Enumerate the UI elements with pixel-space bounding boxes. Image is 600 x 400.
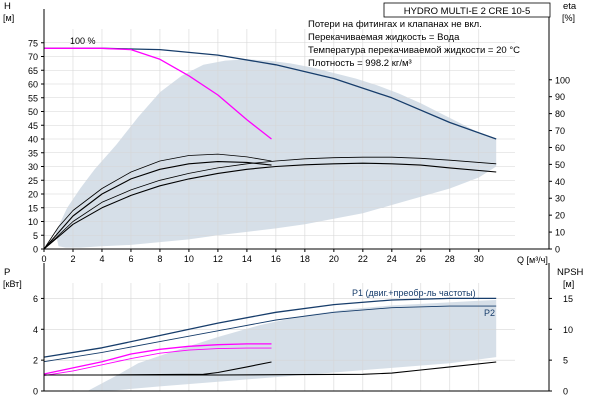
x-tick-label: 2	[70, 254, 75, 264]
top-right-axis-label-symbol: eta	[563, 1, 577, 12]
left-tick-label: 25	[28, 176, 38, 186]
right-tick-label: 10	[555, 228, 565, 238]
right-tick-label: 100	[555, 75, 570, 85]
x-tick-label: 12	[213, 254, 223, 264]
left-tick-label: 65	[28, 66, 38, 76]
bottom-left-axis-label-symbol: P	[4, 267, 10, 278]
left-tick-label: 0	[33, 245, 38, 255]
bottom-operating-range-area	[87, 300, 497, 391]
bottom-right-axis-label-symbol: NPSH	[557, 267, 584, 278]
right-tick-label: 70	[555, 126, 565, 136]
right-tick-label: 10	[563, 325, 573, 335]
legend-p2: P2	[484, 308, 495, 318]
right-tick-label: 0	[555, 245, 560, 255]
bottom-left-axis-label-unit: [кВт]	[3, 279, 22, 289]
left-tick-label: 6	[33, 294, 38, 304]
x-tick-label: 30	[474, 254, 484, 264]
curve-eta-b	[43, 153, 272, 250]
left-tick-label: 4	[33, 325, 38, 335]
operating-range-envelope	[87, 300, 497, 391]
x-tick-label: 18	[300, 254, 310, 264]
right-tick-label: 30	[555, 194, 565, 204]
legend-p1: P1 (двиг.+преобр-ль частоты)	[352, 288, 476, 298]
curve-p1-max	[43, 297, 497, 358]
left-tick-label: 40	[28, 135, 38, 145]
curve-eta-d	[43, 156, 497, 250]
top-axes: 0510152025303540455055606570750102030405…	[28, 9, 570, 264]
x-tick-label: 4	[99, 254, 104, 264]
x-tick-label: 22	[358, 254, 368, 264]
x-tick-label: 0	[41, 254, 46, 264]
top-left-axis-label-symbol: H	[4, 1, 11, 12]
left-tick-label: 10	[28, 217, 38, 227]
left-tick-label: 75	[28, 38, 38, 48]
top-curves	[43, 47, 497, 250]
left-tick-label: 2	[33, 356, 38, 366]
annotation-losses: Потери на фитингах и клапанах не вкл.	[308, 19, 482, 30]
title-box	[383, 2, 551, 18]
label-100-percent: 100 %	[70, 36, 96, 46]
right-tick-label: 60	[555, 143, 565, 153]
left-tick-label: 35	[28, 148, 38, 158]
left-tick-label: 30	[28, 162, 38, 172]
chart-title: HYDRO MULTI-E 2 CRE 10-5	[404, 6, 531, 17]
right-tick-label: 90	[555, 92, 565, 102]
left-tick-label: 0	[33, 387, 38, 397]
annotation-liquid: Перекачиваемая жидкость = Вода	[308, 32, 460, 43]
curve-eta-c	[43, 162, 497, 250]
curve-p1-duty	[43, 343, 272, 375]
left-tick-label: 50	[28, 107, 38, 117]
right-tick-label: 20	[555, 211, 565, 221]
top-right-axis-label-unit: [%]	[562, 13, 575, 23]
left-tick-label: 20	[28, 190, 38, 200]
x-tick-label: 6	[128, 254, 133, 264]
x-tick-label: 26	[416, 254, 426, 264]
x-tick-label: 14	[242, 254, 252, 264]
x-tick-label: 24	[387, 254, 397, 264]
x-axis-label: Q [м³/ч]	[517, 255, 548, 265]
curve-eta-a	[43, 161, 272, 250]
curve-p2-duty	[43, 347, 272, 377]
x-tick-label: 20	[329, 254, 339, 264]
right-tick-label: 40	[555, 177, 565, 187]
x-tick-label: 8	[157, 254, 162, 264]
left-tick-label: 5	[33, 231, 38, 241]
bottom-right-axis-label-unit: [м]	[563, 279, 574, 289]
right-tick-label: 50	[555, 160, 565, 170]
right-tick-label: 80	[555, 109, 565, 119]
left-tick-label: 15	[28, 203, 38, 213]
right-tick-label: 15	[563, 294, 573, 304]
left-tick-label: 60	[28, 80, 38, 90]
left-tick-label: 55	[28, 93, 38, 103]
top-left-axis-label-unit: [м]	[3, 13, 14, 23]
bottom-curves	[43, 297, 497, 377]
curve-h-duty	[44, 47, 272, 140]
left-tick-label: 70	[28, 52, 38, 62]
annotation-temperature: Температура перекачиваемой жидкости = 20…	[308, 45, 520, 56]
curve-npsh-max	[44, 361, 497, 376]
bottom-axes: 0 2 4 6 0 5 10 15	[33, 263, 573, 397]
curve-p2-max	[43, 305, 497, 363]
annotations: Потери на фитингах и клапанах не вкл. Пе…	[308, 19, 520, 69]
right-tick-label: 5	[563, 356, 568, 366]
left-tick-label: 45	[28, 121, 38, 131]
annotation-density: Плотность = 998.2 кг/м³	[308, 58, 412, 69]
right-tick-label: 0	[563, 387, 568, 397]
x-tick-label: 10	[184, 254, 194, 264]
x-tick-label: 16	[271, 254, 281, 264]
x-tick-label: 28	[445, 254, 455, 264]
